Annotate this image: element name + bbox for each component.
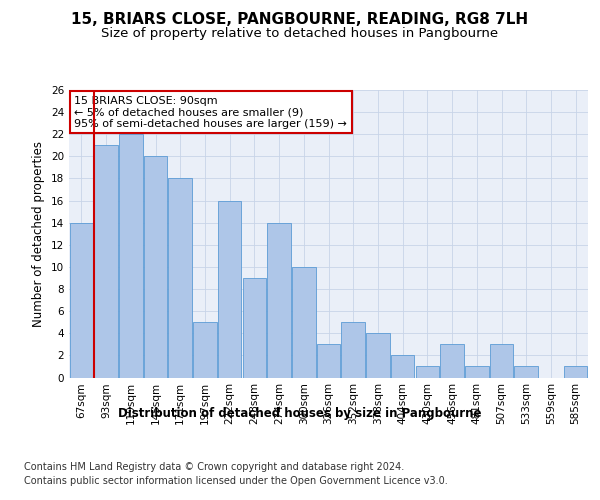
Y-axis label: Number of detached properties: Number of detached properties (32, 141, 46, 327)
Bar (317, 344, 340, 378)
Bar (341, 322, 365, 378)
Bar (292, 267, 316, 378)
Bar (70, 222, 93, 378)
Bar (218, 200, 241, 378)
Bar (366, 334, 389, 378)
Bar (490, 344, 513, 378)
Text: Distribution of detached houses by size in Pangbourne: Distribution of detached houses by size … (118, 408, 482, 420)
Text: Contains public sector information licensed under the Open Government Licence v3: Contains public sector information licen… (24, 476, 448, 486)
Bar (193, 322, 217, 378)
Text: Size of property relative to detached houses in Pangbourne: Size of property relative to detached ho… (101, 28, 499, 40)
Bar (514, 366, 538, 378)
Bar (268, 222, 291, 378)
Text: 15 BRIARS CLOSE: 90sqm
← 5% of detached houses are smaller (9)
95% of semi-detac: 15 BRIARS CLOSE: 90sqm ← 5% of detached … (74, 96, 347, 129)
Bar (169, 178, 192, 378)
Bar (94, 146, 118, 378)
Text: Contains HM Land Registry data © Crown copyright and database right 2024.: Contains HM Land Registry data © Crown c… (24, 462, 404, 472)
Text: 15, BRIARS CLOSE, PANGBOURNE, READING, RG8 7LH: 15, BRIARS CLOSE, PANGBOURNE, READING, R… (71, 12, 529, 28)
Bar (416, 366, 439, 378)
Bar (440, 344, 464, 378)
Bar (564, 366, 587, 378)
Bar (391, 356, 415, 378)
Bar (144, 156, 167, 378)
Bar (242, 278, 266, 378)
Bar (119, 134, 143, 378)
Bar (465, 366, 488, 378)
